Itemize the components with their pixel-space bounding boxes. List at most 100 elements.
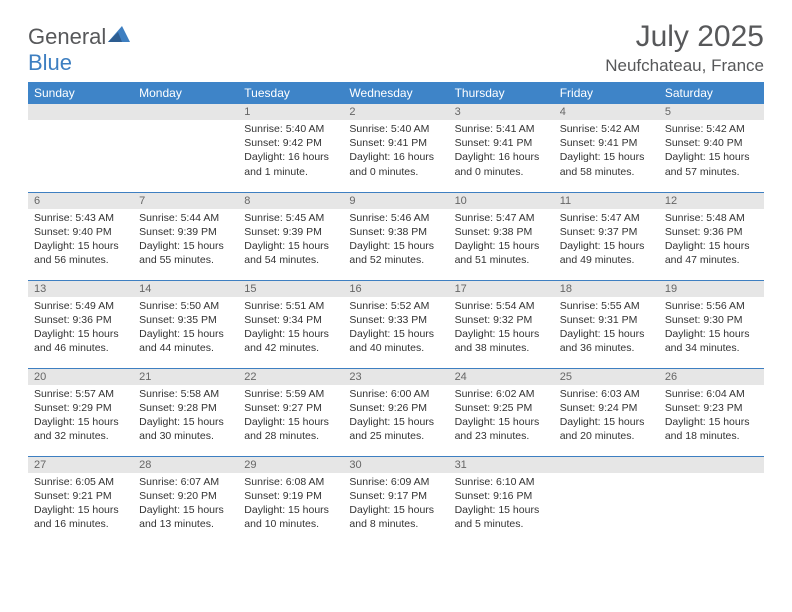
day-details: Sunrise: 5:47 AMSunset: 9:38 PMDaylight:… [449,209,554,272]
day-details: Sunrise: 5:40 AMSunset: 9:41 PMDaylight:… [343,120,448,183]
calendar-cell: 20Sunrise: 5:57 AMSunset: 9:29 PMDayligh… [28,368,133,456]
calendar-cell: 16Sunrise: 5:52 AMSunset: 9:33 PMDayligh… [343,280,448,368]
calendar-cell: 30Sunrise: 6:09 AMSunset: 9:17 PMDayligh… [343,456,448,544]
day-details: Sunrise: 5:46 AMSunset: 9:38 PMDaylight:… [343,209,448,272]
calendar-week-row: 6Sunrise: 5:43 AMSunset: 9:40 PMDaylight… [28,192,764,280]
calendar-week-row: 13Sunrise: 5:49 AMSunset: 9:36 PMDayligh… [28,280,764,368]
calendar-cell [133,104,238,192]
calendar-cell: 18Sunrise: 5:55 AMSunset: 9:31 PMDayligh… [554,280,659,368]
day-number: 24 [449,369,554,385]
day-details: Sunrise: 5:43 AMSunset: 9:40 PMDaylight:… [28,209,133,272]
day-number: 25 [554,369,659,385]
brand-logo: GeneralBlue [28,24,130,76]
day-number: 20 [28,369,133,385]
calendar-cell: 12Sunrise: 5:48 AMSunset: 9:36 PMDayligh… [659,192,764,280]
location: Neufchateau, France [605,56,764,76]
day-details: Sunrise: 6:02 AMSunset: 9:25 PMDaylight:… [449,385,554,448]
day-details: Sunrise: 5:49 AMSunset: 9:36 PMDaylight:… [28,297,133,360]
calendar-table: SundayMondayTuesdayWednesdayThursdayFrid… [28,82,764,544]
day-number: 22 [238,369,343,385]
day-number: 29 [238,457,343,473]
day-details: Sunrise: 6:00 AMSunset: 9:26 PMDaylight:… [343,385,448,448]
calendar-cell: 11Sunrise: 5:47 AMSunset: 9:37 PMDayligh… [554,192,659,280]
day-details: Sunrise: 6:10 AMSunset: 9:16 PMDaylight:… [449,473,554,536]
day-number: 30 [343,457,448,473]
day-header: Saturday [659,82,764,104]
day-header: Tuesday [238,82,343,104]
day-details: Sunrise: 5:44 AMSunset: 9:39 PMDaylight:… [133,209,238,272]
calendar-cell [554,456,659,544]
day-details: Sunrise: 5:58 AMSunset: 9:28 PMDaylight:… [133,385,238,448]
day-details: Sunrise: 5:54 AMSunset: 9:32 PMDaylight:… [449,297,554,360]
day-number: 21 [133,369,238,385]
calendar-cell: 29Sunrise: 6:08 AMSunset: 9:19 PMDayligh… [238,456,343,544]
day-details: Sunrise: 5:50 AMSunset: 9:35 PMDaylight:… [133,297,238,360]
calendar-cell [28,104,133,192]
title-block: July 2025 Neufchateau, France [605,20,764,76]
brand-name-left: General [28,24,106,49]
day-details: Sunrise: 5:57 AMSunset: 9:29 PMDaylight:… [28,385,133,448]
day-number-empty [659,457,764,473]
header: GeneralBlue July 2025 Neufchateau, Franc… [28,20,764,76]
day-details: Sunrise: 5:42 AMSunset: 9:40 PMDaylight:… [659,120,764,183]
day-details: Sunrise: 6:04 AMSunset: 9:23 PMDaylight:… [659,385,764,448]
day-details: Sunrise: 5:59 AMSunset: 9:27 PMDaylight:… [238,385,343,448]
day-number: 8 [238,193,343,209]
day-number: 27 [28,457,133,473]
calendar-cell: 17Sunrise: 5:54 AMSunset: 9:32 PMDayligh… [449,280,554,368]
day-details: Sunrise: 6:03 AMSunset: 9:24 PMDaylight:… [554,385,659,448]
day-details: Sunrise: 6:07 AMSunset: 9:20 PMDaylight:… [133,473,238,536]
day-number: 23 [343,369,448,385]
month-title: July 2025 [605,20,764,54]
calendar-cell: 15Sunrise: 5:51 AMSunset: 9:34 PMDayligh… [238,280,343,368]
calendar-cell: 31Sunrise: 6:10 AMSunset: 9:16 PMDayligh… [449,456,554,544]
day-number: 16 [343,281,448,297]
day-header: Friday [554,82,659,104]
day-number-empty [28,104,133,120]
day-number: 1 [238,104,343,120]
calendar-week-row: 20Sunrise: 5:57 AMSunset: 9:29 PMDayligh… [28,368,764,456]
day-details: Sunrise: 5:48 AMSunset: 9:36 PMDaylight:… [659,209,764,272]
day-details: Sunrise: 5:42 AMSunset: 9:41 PMDaylight:… [554,120,659,183]
day-number: 14 [133,281,238,297]
brand-name-right: Blue [28,50,72,75]
day-header: Wednesday [343,82,448,104]
calendar-cell: 6Sunrise: 5:43 AMSunset: 9:40 PMDaylight… [28,192,133,280]
day-details: Sunrise: 6:05 AMSunset: 9:21 PMDaylight:… [28,473,133,536]
day-number: 5 [659,104,764,120]
day-number: 28 [133,457,238,473]
day-details: Sunrise: 5:40 AMSunset: 9:42 PMDaylight:… [238,120,343,183]
calendar-cell: 5Sunrise: 5:42 AMSunset: 9:40 PMDaylight… [659,104,764,192]
calendar-cell: 7Sunrise: 5:44 AMSunset: 9:39 PMDaylight… [133,192,238,280]
day-details: Sunrise: 6:09 AMSunset: 9:17 PMDaylight:… [343,473,448,536]
day-details: Sunrise: 6:08 AMSunset: 9:19 PMDaylight:… [238,473,343,536]
day-number: 9 [343,193,448,209]
day-details: Sunrise: 5:51 AMSunset: 9:34 PMDaylight:… [238,297,343,360]
day-number: 2 [343,104,448,120]
calendar-cell: 25Sunrise: 6:03 AMSunset: 9:24 PMDayligh… [554,368,659,456]
calendar-cell: 23Sunrise: 6:00 AMSunset: 9:26 PMDayligh… [343,368,448,456]
day-number: 26 [659,369,764,385]
calendar-cell: 24Sunrise: 6:02 AMSunset: 9:25 PMDayligh… [449,368,554,456]
day-number: 10 [449,193,554,209]
calendar-cell: 14Sunrise: 5:50 AMSunset: 9:35 PMDayligh… [133,280,238,368]
calendar-cell: 28Sunrise: 6:07 AMSunset: 9:20 PMDayligh… [133,456,238,544]
brand-name: GeneralBlue [28,24,130,76]
calendar-cell: 3Sunrise: 5:41 AMSunset: 9:41 PMDaylight… [449,104,554,192]
day-details: Sunrise: 5:45 AMSunset: 9:39 PMDaylight:… [238,209,343,272]
day-number: 17 [449,281,554,297]
day-number: 11 [554,193,659,209]
calendar-body: 1Sunrise: 5:40 AMSunset: 9:42 PMDaylight… [28,104,764,544]
calendar-cell: 10Sunrise: 5:47 AMSunset: 9:38 PMDayligh… [449,192,554,280]
calendar-cell: 9Sunrise: 5:46 AMSunset: 9:38 PMDaylight… [343,192,448,280]
calendar-cell: 8Sunrise: 5:45 AMSunset: 9:39 PMDaylight… [238,192,343,280]
calendar-cell: 1Sunrise: 5:40 AMSunset: 9:42 PMDaylight… [238,104,343,192]
day-number: 13 [28,281,133,297]
day-number: 7 [133,193,238,209]
day-number-empty [554,457,659,473]
page-container: GeneralBlue July 2025 Neufchateau, Franc… [0,0,792,556]
calendar-header-row: SundayMondayTuesdayWednesdayThursdayFrid… [28,82,764,104]
day-details: Sunrise: 5:52 AMSunset: 9:33 PMDaylight:… [343,297,448,360]
day-details: Sunrise: 5:47 AMSunset: 9:37 PMDaylight:… [554,209,659,272]
day-header: Sunday [28,82,133,104]
